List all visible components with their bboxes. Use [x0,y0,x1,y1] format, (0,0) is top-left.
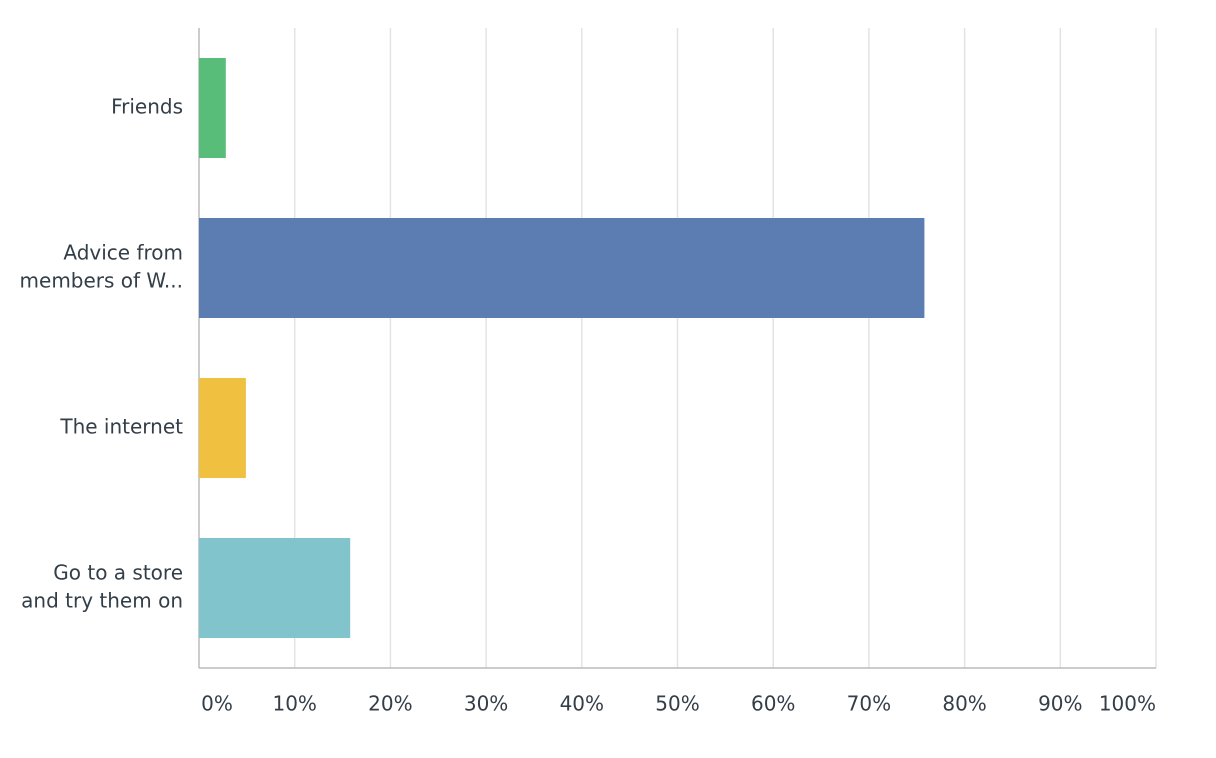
x-tick-label: 40% [560,692,604,716]
x-tick-label: 0% [201,692,233,716]
x-tick-label: 80% [942,692,986,716]
x-tick-label: 20% [368,692,412,716]
y-tick-label: Advice from [63,241,183,265]
x-tick-label: 60% [751,692,795,716]
y-tick-label: Go to a store [53,561,183,585]
x-tick-label: 70% [847,692,891,716]
bar [199,538,351,638]
y-tick-label: and try them on [21,589,183,613]
y-tick-label: Friends [111,95,183,119]
bar [199,218,925,318]
bar [199,58,226,158]
y-tick-label: members of W... [20,269,183,293]
x-tick-label: 50% [655,692,699,716]
x-tick-label: 100% [1099,692,1156,716]
x-tick-label: 90% [1038,692,1082,716]
x-tick-label: 10% [272,692,316,716]
y-tick-label: The internet [59,415,183,439]
bar [199,378,246,478]
x-tick-label: 30% [464,692,508,716]
